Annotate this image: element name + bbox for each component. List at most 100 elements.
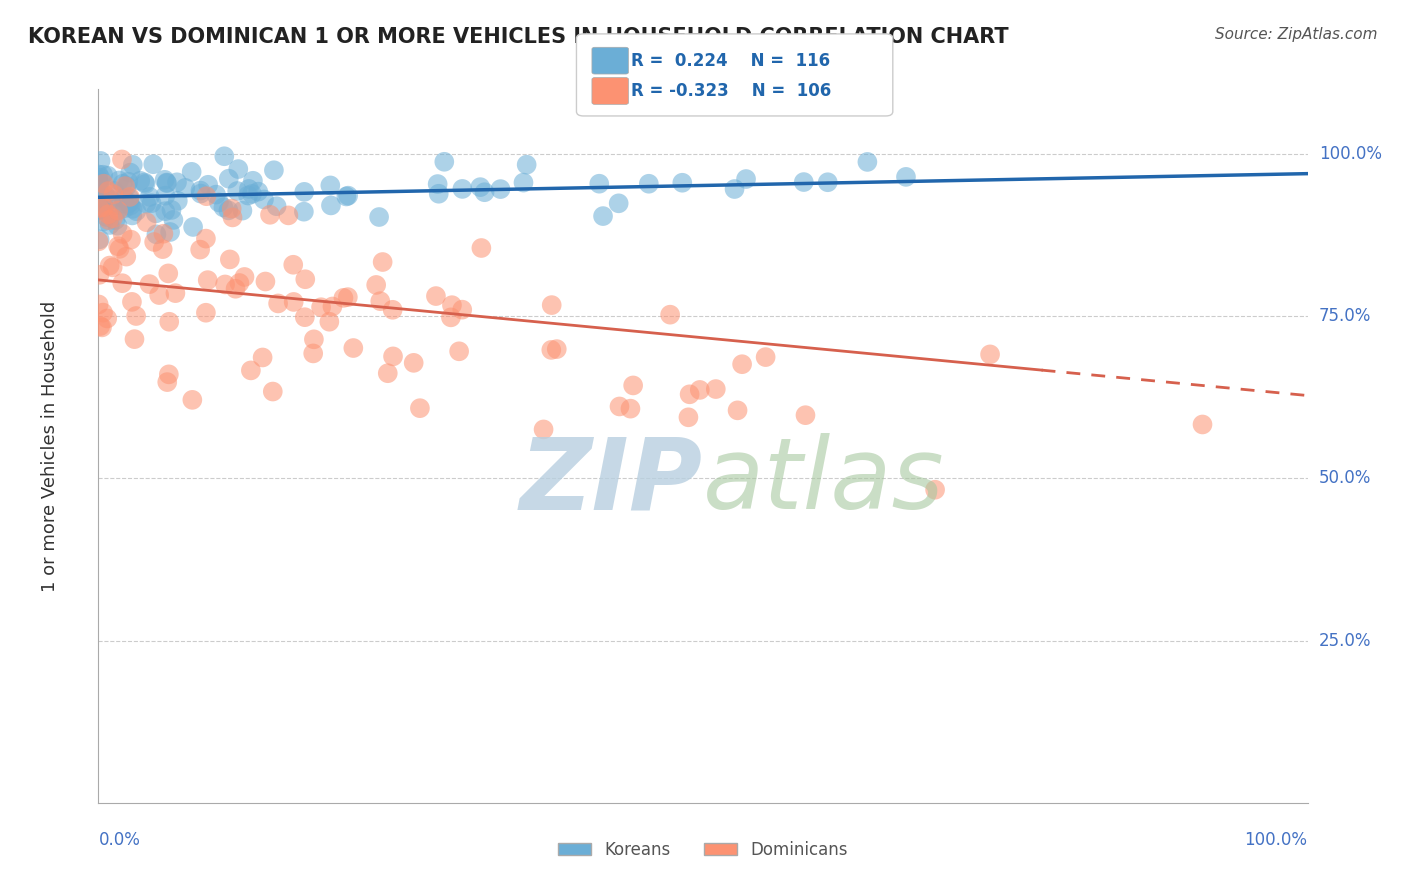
Point [166,194,188,208]
Point [87,297,110,311]
Point [425,289,447,303]
Point [87,173,110,187]
Point [723,182,745,196]
Point [309,300,332,314]
Point [197,178,219,192]
Point [152,227,174,241]
Point [87,168,110,182]
Point [118,195,141,210]
Point [97,207,120,221]
Point [302,332,325,346]
Point [117,175,139,189]
Text: 75.0%: 75.0% [1319,307,1371,326]
Point [470,180,492,194]
Point [194,306,217,320]
Point [231,203,253,218]
Point [111,276,134,290]
Point [112,196,135,211]
Point [101,211,124,226]
Point [115,250,138,264]
Point [240,186,263,201]
Point [87,202,110,217]
Point [134,176,156,190]
Point [91,305,114,319]
Point [197,273,219,287]
Point [89,186,111,200]
Point [156,176,179,190]
Point [794,408,817,422]
Text: R =  0.224    N =  116: R = 0.224 N = 116 [631,52,831,70]
Point [239,363,262,377]
Point [731,357,754,371]
Point [93,214,115,228]
Point [262,384,284,399]
Point [111,153,134,167]
Point [489,182,512,196]
Point [218,171,240,186]
Point [592,209,614,223]
Point [120,233,142,247]
Point [474,186,496,200]
Point [145,206,167,220]
Point [114,179,136,194]
Point [93,177,115,191]
Point [238,182,260,196]
Point [755,350,778,364]
Text: ZIP: ZIP [520,434,703,530]
Point [212,200,235,214]
Point [259,208,281,222]
Point [108,173,131,187]
Point [118,191,141,205]
Point [97,184,120,198]
Point [689,383,711,397]
Text: 50.0%: 50.0% [1319,469,1371,487]
Point [188,243,211,257]
Point [97,213,120,227]
Point [157,266,180,280]
Point [96,210,118,224]
Point [89,319,111,334]
Point [277,208,299,222]
Point [107,203,129,218]
Point [166,175,188,189]
Point [292,185,315,199]
Point [678,387,700,401]
Point [87,194,110,208]
Text: 1 or more Vehicles in Household: 1 or more Vehicles in Household [41,301,59,591]
Point [546,342,568,356]
Point [97,169,120,183]
Point [98,259,121,273]
Point [190,186,212,201]
Point [671,176,693,190]
Point [659,308,682,322]
Point [208,195,231,210]
Point [704,382,727,396]
Point [979,347,1001,361]
Point [226,162,249,177]
Point [337,188,360,202]
Point [221,202,243,216]
Point [409,401,432,416]
Point [588,177,610,191]
Point [621,378,644,392]
Point [93,200,115,214]
Point [371,255,394,269]
Point [138,277,160,292]
Point [382,350,405,364]
Point [321,300,343,314]
Point [157,368,180,382]
Point [94,188,117,202]
Point [817,175,839,189]
Point [619,401,641,416]
Point [89,232,111,246]
Point [148,288,170,302]
Point [105,198,128,212]
Point [292,204,315,219]
Point [283,258,305,272]
Point [145,227,167,242]
Point [160,202,183,217]
Point [174,181,197,195]
Point [107,219,129,233]
Point [101,260,124,275]
Point [129,174,152,188]
